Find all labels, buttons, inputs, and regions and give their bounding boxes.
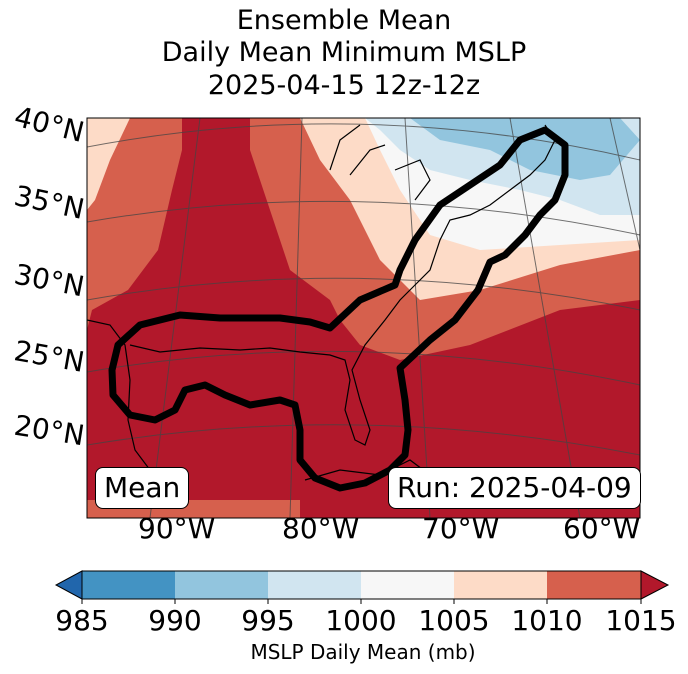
- colorbar-tick-995: 995: [241, 604, 295, 637]
- map-border: [86, 117, 641, 519]
- colorbar-tick-1010: 1010: [511, 604, 583, 637]
- colorbar-seg-985-990: [82, 571, 175, 599]
- lon-label-70w: 70°W: [422, 512, 500, 545]
- colorbar-seg-1010-1015: [547, 571, 641, 599]
- lon-label-60w: 60°W: [563, 512, 641, 545]
- colorbar-over: [640, 570, 670, 600]
- run-date-box: Run: 2025-04-09: [388, 467, 641, 509]
- title-line-1: Ensemble Mean: [236, 5, 452, 36]
- colorbar-tick-990: 990: [148, 604, 202, 637]
- colorbar-under: [54, 570, 83, 600]
- colorbar-seg-995-1000: [268, 571, 361, 599]
- field-985-990: [410, 118, 640, 180]
- colorbar-seg-1000-1005: [361, 571, 454, 599]
- title-line-2: Daily Mean Minimum MSLP: [161, 37, 527, 68]
- black-contour: [108, 126, 569, 492]
- colorbar-tick-1005: 1005: [418, 604, 490, 637]
- colorbar-tick-985: 985: [55, 604, 109, 637]
- title-line-3: 2025-04-15 12z-12z: [207, 70, 481, 101]
- mean-label-box: Mean: [95, 467, 190, 509]
- colorbar: [54, 570, 670, 604]
- colorbar-label: MSLP Daily Mean (mb): [250, 640, 476, 664]
- colorbar-seg-990-995: [175, 571, 268, 599]
- colorbar-seg-1005-1010: [454, 571, 547, 599]
- colorbar-tick-1015: 1015: [605, 604, 677, 637]
- coastlines: [87, 124, 556, 481]
- map-area: [87, 118, 640, 518]
- field-1000-1005-west: [87, 118, 130, 210]
- lon-label-90w: 90°W: [138, 512, 216, 545]
- lon-label-80w: 80°W: [282, 512, 360, 545]
- colorbar-tick-1000: 1000: [325, 604, 397, 637]
